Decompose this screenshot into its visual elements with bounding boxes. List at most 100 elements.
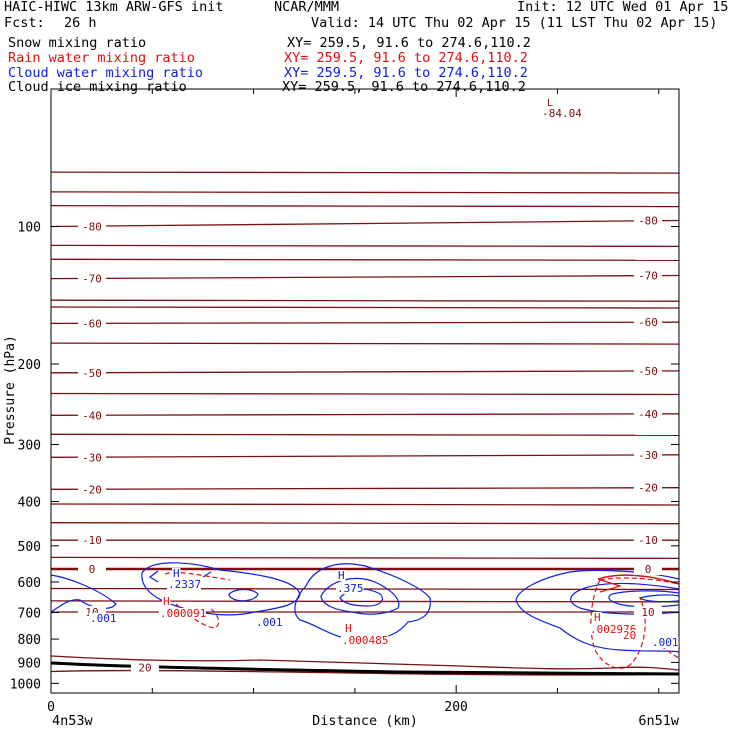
y-tick-label: 700 <box>18 607 41 622</box>
isotherm <box>50 306 680 310</box>
isotherm-label: -30 <box>82 451 102 464</box>
isotherm <box>50 204 680 208</box>
x-tick-label: 0 <box>47 700 55 715</box>
cloud-water-contour <box>141 562 301 616</box>
field-label-snow: Snow mixing ratio <box>8 35 147 51</box>
field-xy-snow: XY= 259.5, 91.6 to 274.6,110.2 <box>287 35 531 51</box>
isotherm-label: -70 <box>82 273 102 286</box>
isotherm-label: -40 <box>82 409 102 422</box>
cloud-water-contour <box>148 570 159 583</box>
x-tick-label: 200 <box>444 700 467 715</box>
contour-labels: -80 -80 -70 -70 -60 -60 -50 -50 -40 -40 -30 -30 -20 -… <box>78 98 679 674</box>
isotherm-10 <box>50 611 680 614</box>
cloud-water-contour <box>294 563 431 641</box>
contour-label: .001 <box>90 612 117 625</box>
isotherm--70 <box>50 274 680 280</box>
isotherm-label: -60 <box>82 317 102 330</box>
contour-label: .000485 <box>342 634 388 647</box>
forecast-label: Fcst: <box>4 15 45 31</box>
field-xy-cloud-water: XY= 259.5, 91.6 to 274.6,110.2 <box>284 65 528 81</box>
isotherm-label: 20 <box>138 661 151 674</box>
isotherm-label: -30 <box>638 449 658 462</box>
isotherm <box>50 392 680 396</box>
isotherm-label: 0 <box>645 563 652 576</box>
isotherm-label: -60 <box>638 316 658 329</box>
field-xy-cloud-ice: XY= 259.5, 91.6 to 274.6,110.2 <box>282 79 526 95</box>
field-label-cloud-ice: Cloud ice mixing ratio <box>8 79 187 95</box>
isotherm-20 <box>50 669 680 676</box>
valid-time: Valid: 14 UTC Thu 02 Apr 15 (11 LST Thu … <box>311 15 718 31</box>
contour-label: H <box>345 622 352 635</box>
y-tick-label: 300 <box>18 438 41 453</box>
cloud-water-contour <box>320 577 400 615</box>
contour-label: H <box>338 569 345 582</box>
y-axis-label: Pressure (hPa) <box>3 335 18 445</box>
isotherm-label: -20 <box>82 483 102 496</box>
y-tick-label: 500 <box>18 540 41 555</box>
contour-label: .001 <box>652 636 679 649</box>
plot-frame <box>50 88 680 694</box>
contour-label: H <box>173 567 180 580</box>
y-tick-label: 800 <box>18 633 41 648</box>
isotherm-label: -70 <box>638 269 658 282</box>
isotherm <box>50 299 680 303</box>
isotherm <box>50 503 680 507</box>
isotherm-label: -50 <box>82 367 102 380</box>
y-tick-label: 900 <box>18 656 41 671</box>
isotherm-label: -80 <box>82 221 102 234</box>
cloud-water-contour <box>570 582 680 615</box>
init-time: Init: 12 UTC Wed 01 Apr 15 <box>517 0 729 15</box>
isotherm <box>50 342 680 346</box>
low-marker: L <box>547 98 553 109</box>
contour-label: .001 <box>256 616 283 629</box>
x-axis-label: Distance (km) <box>312 713 418 729</box>
rain-water-contour <box>590 579 646 669</box>
isotherm--50 <box>50 370 680 374</box>
isotherm-label: 10 <box>641 606 654 619</box>
forecast-hours: 26 h <box>64 15 97 31</box>
rain-water-contour <box>597 578 623 593</box>
isotherm-0 <box>50 567 680 571</box>
near-surface-isotherm <box>50 655 680 671</box>
contour-label: .375 <box>337 582 364 595</box>
cloud-water-contour <box>638 594 680 603</box>
field-label-cloud-water: Cloud water mixing ratio <box>8 65 204 81</box>
isotherm--80 <box>50 219 680 228</box>
isotherm <box>50 522 680 525</box>
isotherm--10 <box>50 539 680 542</box>
isotherm--60 <box>50 321 680 325</box>
cloud-water-contour <box>228 588 259 602</box>
org-label: NCAR/MMM <box>274 0 340 15</box>
isotherm-label: -10 <box>638 534 658 547</box>
cloud-water-contour <box>608 590 680 608</box>
cloud-water-contour <box>515 569 680 653</box>
contour-label: .000091 <box>160 607 206 620</box>
field-xy-rain: XY= 259.5, 91.6 to 274.6,110.2 <box>284 50 528 66</box>
field-label-rain: Rain water mixing ratio <box>8 50 195 66</box>
rain-water-contour <box>597 574 680 585</box>
isotherm-label: -10 <box>82 534 102 547</box>
y-tick-label: 200 <box>18 358 41 373</box>
x-right-endpoint-label: 6n51w <box>638 713 680 729</box>
low-value: -84.04 <box>542 107 582 120</box>
isotherm--20 <box>50 487 680 491</box>
isotherm <box>50 556 680 560</box>
cloud-water-contour <box>202 571 212 578</box>
isotherm-label: -80 <box>638 214 658 227</box>
temperature-contours <box>50 171 680 676</box>
rain-water-contours <box>164 571 680 669</box>
isotherm-label: -50 <box>638 365 658 378</box>
isotherm-label: -20 <box>638 482 658 495</box>
model-title: HAIC-HIWC 13km ARW-GFS init <box>4 0 224 15</box>
y-tick-label: 100 <box>18 221 41 236</box>
rain-water-contour <box>599 577 680 585</box>
isotherm-label: -40 <box>638 408 658 421</box>
contour-label: 20 <box>623 629 636 642</box>
isotherm-label: 0 <box>89 563 96 576</box>
isotherm <box>50 600 680 603</box>
isotherm <box>50 244 680 248</box>
contour-label: H <box>594 611 601 624</box>
x-left-endpoint-label: 4n53w <box>52 713 94 729</box>
